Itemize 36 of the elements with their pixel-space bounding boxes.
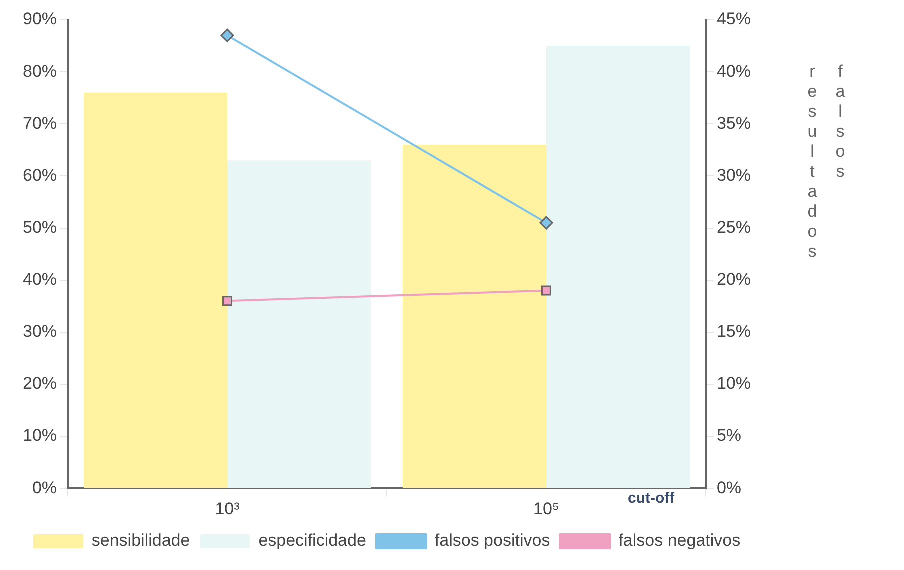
y-tick-label: 20%	[22, 374, 58, 394]
y2-tick-label: 35%	[716, 114, 752, 133]
bar	[84, 92, 228, 488]
bar	[402, 144, 546, 488]
y2-axis-title: resultados falsos	[802, 62, 851, 264]
y-tick-label: 90%	[22, 10, 58, 29]
y-tick-label: 50%	[22, 218, 58, 237]
x-axis-title: cut-off	[628, 490, 675, 507]
point	[222, 296, 233, 306]
bar	[546, 46, 690, 488]
y-tick-label: 70%	[22, 114, 58, 133]
legend-label: falsos negativos	[618, 531, 741, 550]
y2-tick-label: 10%	[716, 374, 752, 394]
x-tick-label: 10³	[215, 499, 240, 518]
y-tick-label: 80%	[22, 62, 58, 81]
point	[541, 286, 552, 296]
y-tick-label: 40%	[22, 270, 58, 290]
point	[220, 28, 234, 42]
y-tick-label: 0%	[32, 478, 58, 498]
legend-label: especificidade	[258, 531, 366, 550]
y-tick-label: 10%	[22, 426, 58, 446]
y-tick-label: 30%	[22, 322, 58, 342]
y2-tick-label: 40%	[716, 62, 752, 81]
y2-tick-label: 20%	[716, 270, 752, 290]
y2-tick-label: 5%	[716, 426, 742, 446]
bar	[228, 160, 372, 488]
y2-tick-label: 30%	[716, 166, 752, 185]
y2-tick-label: 25%	[716, 218, 752, 237]
legend-label: falsos positivos	[434, 531, 550, 550]
y-tick-label: 60%	[22, 166, 58, 185]
point	[540, 216, 554, 230]
x-tick-label: 10⁵	[534, 499, 560, 518]
y2-tick-label: 0%	[716, 478, 742, 498]
y2-tick-label: 45%	[716, 10, 752, 29]
legend-label: sensibilidade	[92, 531, 190, 550]
y2-tick-label: 15%	[716, 322, 752, 342]
